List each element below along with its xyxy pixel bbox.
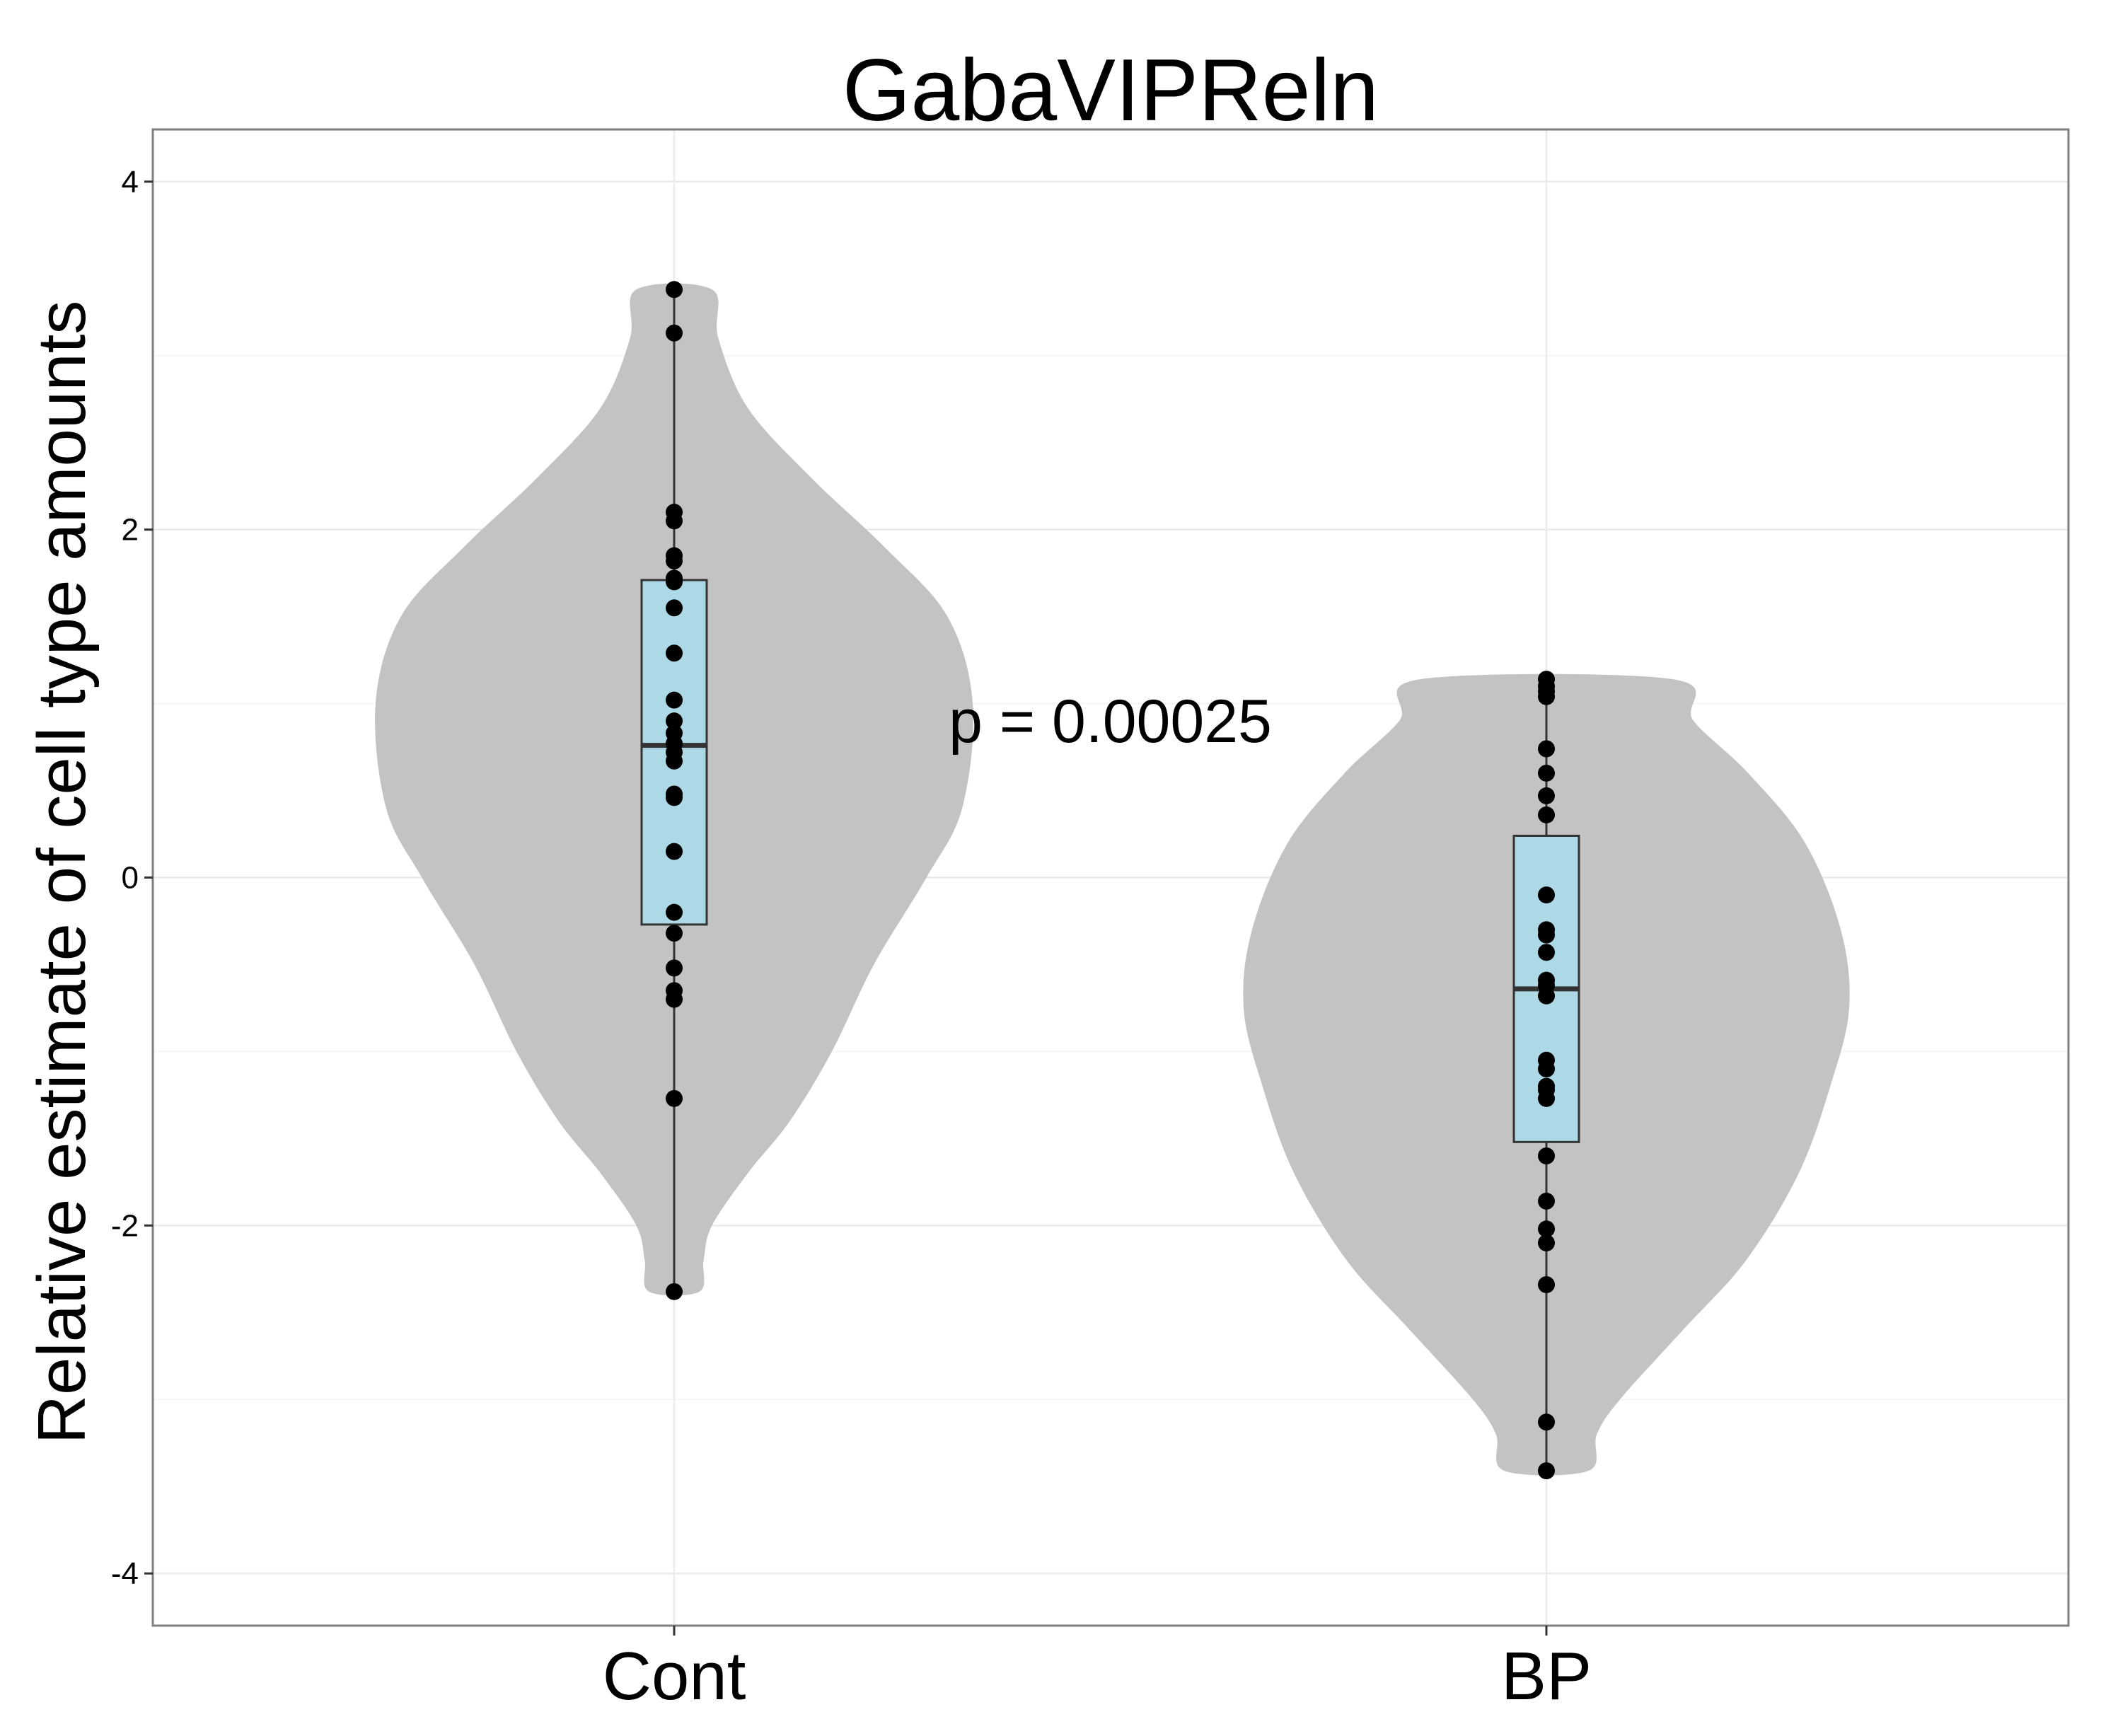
data-point — [666, 789, 683, 806]
data-point — [666, 573, 683, 591]
y-tick-label: 4 — [122, 165, 139, 199]
data-point — [1538, 1147, 1555, 1164]
data-point — [666, 1089, 683, 1107]
data-point — [666, 691, 683, 709]
x-tick-label: BP — [1501, 1638, 1592, 1714]
data-point — [666, 903, 683, 921]
y-axis-label: Relative estimate of cell type amounts — [24, 301, 100, 1445]
chart-title: GabaVIPReln — [843, 42, 1379, 139]
data-point — [1538, 1089, 1555, 1107]
data-point — [1538, 1462, 1555, 1480]
data-point — [1538, 1220, 1555, 1238]
y-tick-label: -2 — [111, 1208, 139, 1243]
data-point — [1538, 740, 1555, 758]
data-point — [1538, 787, 1555, 804]
data-point — [666, 644, 683, 662]
data-point — [1538, 1413, 1555, 1431]
y-tick-label: -4 — [111, 1556, 139, 1591]
data-point — [1538, 764, 1555, 782]
data-point — [1538, 1234, 1555, 1251]
data-point — [1538, 886, 1555, 904]
data-point — [666, 1283, 683, 1300]
data-point — [666, 599, 683, 617]
data-point — [1538, 987, 1555, 1005]
y-tick-label: 0 — [122, 861, 139, 896]
data-point — [1538, 926, 1555, 944]
data-point — [1538, 688, 1555, 705]
data-point — [666, 925, 683, 942]
data-point — [1538, 1060, 1555, 1078]
data-point — [666, 552, 683, 569]
y-axis: -4 -2 0 2 4 — [111, 165, 153, 1591]
y-tick-label: 2 — [122, 513, 139, 548]
data-points — [666, 281, 1555, 1480]
data-point — [666, 281, 683, 299]
x-tick-label: Cont — [603, 1638, 746, 1714]
data-point — [666, 990, 683, 1008]
p-value-annotation: p = 0.00025 — [949, 688, 1272, 756]
data-point — [666, 324, 683, 342]
data-point — [1538, 1192, 1555, 1210]
data-point — [666, 712, 683, 730]
data-point — [1538, 806, 1555, 823]
data-point — [666, 752, 683, 770]
x-axis: Cont BP — [603, 1626, 1592, 1714]
data-point — [1538, 1275, 1555, 1293]
data-point — [666, 959, 683, 977]
data-point — [666, 843, 683, 860]
data-point — [666, 512, 683, 530]
data-point — [1538, 944, 1555, 961]
